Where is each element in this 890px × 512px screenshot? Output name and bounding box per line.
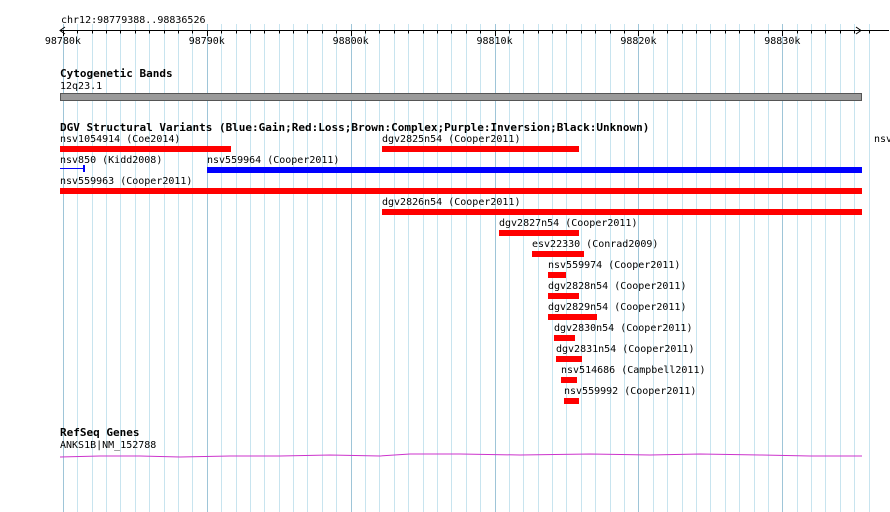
sv-feature-bar[interactable] [561, 377, 577, 383]
refseq-gene-label[interactable]: ANKS1B|NM_152788 [60, 440, 157, 451]
locus-label: chr12:98779388..98836526 [61, 15, 206, 26]
sv-feature-bar[interactable] [60, 168, 84, 169]
sv-feature-label[interactable]: dgv2831n54 (Cooper2011) [556, 344, 695, 355]
ruler-tick-label: 98830k [764, 36, 800, 47]
refseq-gene-track [59, 453, 862, 458]
sv-feature-label[interactable]: dgv2826n54 (Cooper2011) [382, 197, 521, 208]
sv-feature-label[interactable]: nsv1054914 (Coe2014) [60, 134, 181, 145]
sv-feature-label[interactable]: nsv514686 (Campbell2011) [561, 365, 706, 376]
sv-feature-bar[interactable] [554, 335, 575, 341]
ruler-tick-label: 98820k [620, 36, 656, 47]
sv-feature-label[interactable]: nsv559963 (Cooper2011) [60, 176, 193, 187]
dgv-track-title: DGV Structural Variants (Blue:Gain;Red:L… [60, 121, 650, 134]
sv-feature-bar[interactable] [532, 251, 584, 257]
cytoband-track-title: Cytogenetic Bands [60, 67, 173, 80]
sv-feature-label[interactable]: nsv559992 (Cooper2011) [564, 386, 697, 397]
sv-feature-bar[interactable] [548, 272, 566, 278]
ruler-right-arrow [855, 26, 862, 35]
sv-feature-label[interactable]: nsv55 [874, 134, 890, 145]
sv-feature-bar[interactable] [382, 146, 579, 152]
sv-feature-bar[interactable] [548, 293, 579, 299]
sv-feature-label[interactable]: nsv559974 (Cooper2011) [548, 260, 681, 271]
ruler-tick-label: 98780k [45, 36, 81, 47]
sv-feature-label[interactable]: dgv2829n54 (Cooper2011) [548, 302, 687, 313]
sv-feature-label[interactable]: dgv2825n54 (Cooper2011) [382, 134, 521, 145]
sv-feature-bar[interactable] [382, 209, 862, 215]
sv-feature-bar[interactable] [499, 230, 579, 236]
sv-feature-bar[interactable] [207, 167, 862, 173]
sv-feature-end-cap [83, 165, 85, 172]
cytoband-bar[interactable] [60, 93, 862, 101]
sv-feature-label[interactable]: dgv2827n54 (Cooper2011) [499, 218, 638, 229]
sv-feature-label[interactable]: dgv2830n54 (Cooper2011) [554, 323, 693, 334]
sv-feature-bar[interactable] [564, 398, 579, 404]
ruler-tick-label: 98800k [333, 36, 369, 47]
sv-feature-label[interactable]: dgv2828n54 (Cooper2011) [548, 281, 687, 292]
sv-feature-bar[interactable] [548, 314, 597, 320]
refseq-track-title: RefSeq Genes [60, 426, 140, 439]
sv-feature-bar[interactable] [556, 356, 582, 362]
coordinate-ruler[interactable]: 98780k 98790k 98800k 98810k 98820k 98830k [0, 24, 890, 74]
cytoband-name: 12q23.1 [60, 81, 103, 92]
sv-feature-label[interactable]: nsv850 (Kidd2008) [60, 155, 163, 166]
sv-feature-label[interactable]: nsv559964 (Cooper2011) [207, 155, 340, 166]
sv-feature-bar[interactable] [60, 146, 231, 152]
ruler-tick-label: 98790k [189, 36, 225, 47]
sv-feature-label[interactable]: esv22330 (Conrad2009) [532, 239, 659, 250]
ruler-tick-label: 98810k [476, 36, 512, 47]
sv-feature-bar[interactable] [60, 188, 862, 194]
refseq-gene-line[interactable] [59, 453, 862, 458]
